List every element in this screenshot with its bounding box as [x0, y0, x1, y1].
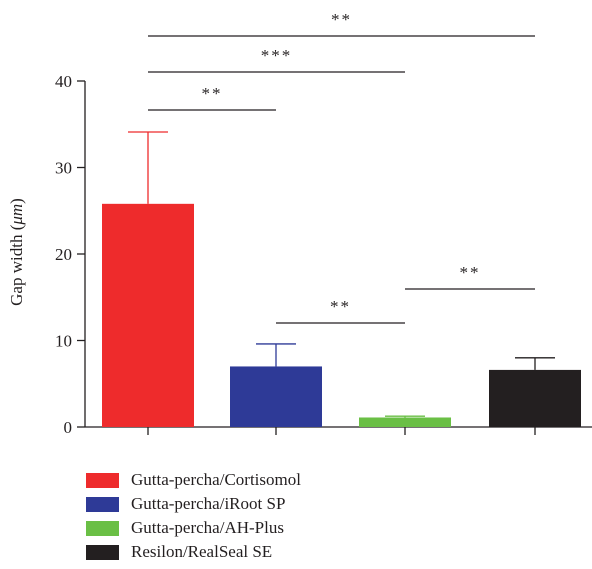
legend-item: Gutta-percha/Cortisomol	[86, 468, 301, 492]
legend-item: Gutta-percha/iRoot SP	[86, 492, 301, 516]
legend-swatch	[86, 520, 119, 536]
bar	[230, 366, 322, 427]
y-tick-label: 10	[55, 332, 72, 351]
significance-brackets: ***********	[148, 10, 535, 324]
bar	[359, 417, 451, 427]
legend-swatch	[86, 544, 119, 560]
significance-label: **	[202, 84, 223, 103]
bar	[489, 369, 581, 427]
y-axis: Gap width (μm)	[7, 81, 86, 427]
legend-label: Gutta-percha/AH-Plus	[131, 518, 284, 537]
y-tick-label: 0	[64, 418, 73, 437]
significance-label: **	[330, 297, 351, 316]
bar	[102, 203, 194, 427]
legend-label: Gutta-percha/Cortisomol	[131, 470, 301, 489]
y-axis-label-prefix: Gap width (	[7, 224, 26, 306]
significance-label: **	[460, 263, 481, 282]
y-axis-label-suffix: )	[7, 198, 26, 204]
error-bars	[128, 131, 555, 418]
significance-label: **	[331, 10, 352, 29]
y-axis-label-unit: μm	[7, 204, 26, 226]
legend: Gutta-percha/Cortisomol Gutta-percha/iRo…	[86, 468, 301, 564]
y-tick-label: 30	[55, 159, 72, 178]
significance-label: ***	[261, 46, 293, 65]
x-ticks	[147, 427, 536, 435]
legend-item: Resilon/RealSeal SE	[86, 540, 301, 564]
legend-label: Gutta-percha/iRoot SP	[131, 494, 286, 513]
legend-item: Gutta-percha/AH-Plus	[86, 516, 301, 540]
legend-label: Resilon/RealSeal SE	[131, 542, 273, 561]
y-tick-label: 20	[55, 245, 72, 264]
legend-swatch	[86, 472, 119, 488]
y-ticks: 0 10 20 30 40	[55, 72, 85, 437]
bars	[102, 203, 581, 427]
legend-swatch	[86, 496, 119, 512]
y-axis-label: Gap width (μm)	[7, 198, 26, 306]
y-tick-label: 40	[55, 72, 72, 91]
